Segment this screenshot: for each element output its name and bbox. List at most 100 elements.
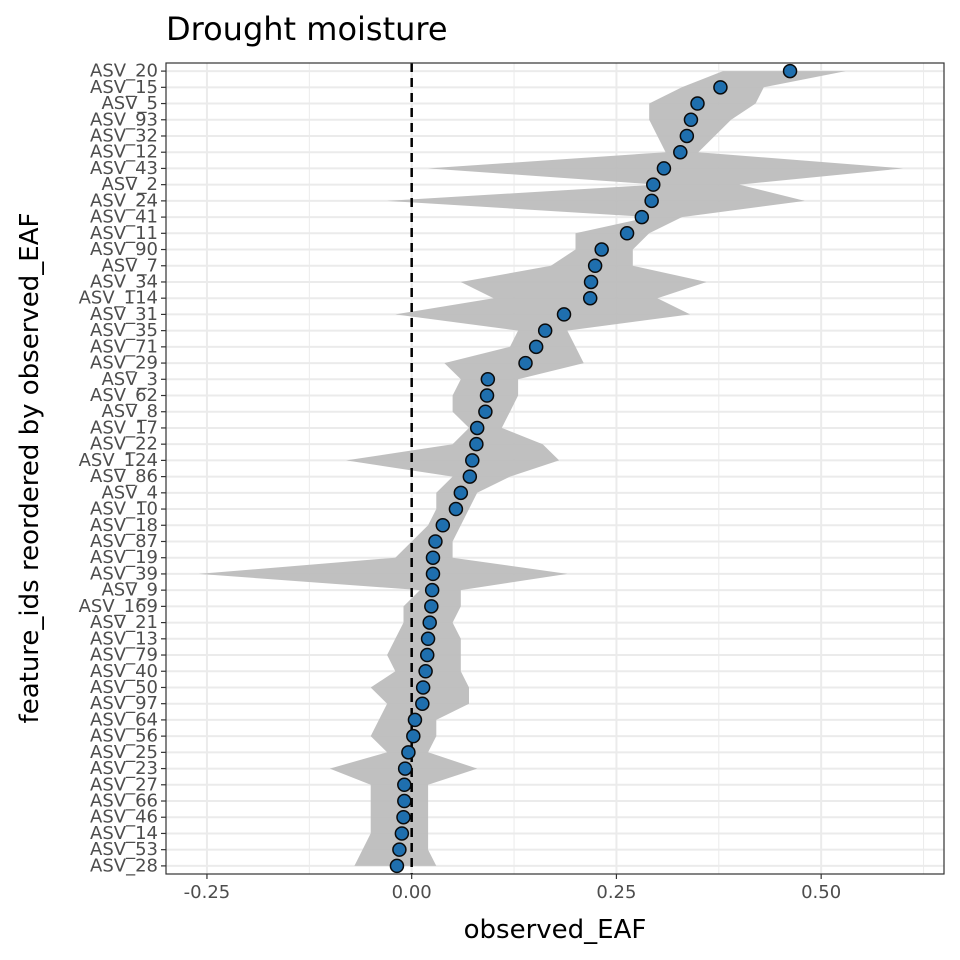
y-tick-label: ASV_15 <box>90 77 158 98</box>
data-point <box>401 745 416 760</box>
y-tick-label: ASV_124 <box>79 450 158 471</box>
data-point <box>422 615 437 630</box>
data-point <box>782 63 798 79</box>
data-point <box>406 728 421 744</box>
data-point <box>469 436 484 452</box>
y-tick-label: ASV_14 <box>90 823 158 844</box>
y-tick-label: ASV_9 <box>101 580 158 601</box>
y-tick-label: ASV_23 <box>90 758 158 779</box>
y-tick-label: ASV_17 <box>90 417 158 438</box>
data-point <box>480 372 496 387</box>
data-point <box>556 307 572 322</box>
data-point <box>683 112 699 128</box>
y-tick-label: ASV_25 <box>90 742 158 763</box>
data-point <box>396 809 411 825</box>
data-point <box>424 599 439 614</box>
y-tick-label: ASV_90 <box>90 239 158 260</box>
y-tick-label: ASV_32 <box>90 125 158 146</box>
y-tick-label: ASV_12 <box>90 142 158 163</box>
y-tick-label: ASV_27 <box>90 774 158 795</box>
y-tick-label: ASV_11 <box>90 223 158 244</box>
y-tick-label: ASV_71 <box>90 336 158 357</box>
data-point <box>448 501 464 517</box>
data-point <box>397 793 412 809</box>
y-tick-label: ASV_50 <box>90 677 158 698</box>
data-point <box>397 761 413 776</box>
data-point <box>418 664 433 679</box>
y-tick-label: ASV_31 <box>90 304 158 325</box>
data-point <box>453 485 469 501</box>
y-tick-label: ASV_46 <box>90 807 158 828</box>
data-point <box>537 323 553 338</box>
y-tick-label: ASV_29 <box>90 353 158 374</box>
y-tick-label: ASV_53 <box>90 839 158 860</box>
y-tick-label: ASV_40 <box>90 661 158 682</box>
y-tick-label: ASV_2 <box>101 174 158 195</box>
data-point <box>518 355 533 371</box>
data-point <box>407 712 423 728</box>
data-point <box>646 177 661 192</box>
data-point <box>582 290 598 306</box>
y-tick-label: ASV_66 <box>90 791 158 812</box>
y-tick-label: ASV_97 <box>90 693 158 714</box>
data-point <box>419 647 435 663</box>
data-point <box>469 420 485 436</box>
y-tick-label: ASV_22 <box>90 434 158 455</box>
x-axis-title: observed_EAF <box>464 915 647 945</box>
data-point <box>713 80 728 95</box>
y-tick-label: ASV_24 <box>90 190 158 211</box>
data-point <box>656 161 672 176</box>
y-tick-label: ASV_43 <box>90 158 158 179</box>
x-tick-label: 0.00 <box>392 882 432 903</box>
data-point <box>428 534 443 549</box>
y-tick-label: ASV_34 <box>90 271 158 292</box>
y-tick-label: ASV_86 <box>90 466 158 487</box>
data-point <box>394 826 410 841</box>
data-point <box>619 226 635 241</box>
data-point <box>389 858 405 874</box>
y-tick-label: ASV_62 <box>90 385 158 406</box>
y-tick-label: ASV_13 <box>90 628 158 649</box>
y-tick-label: ASV_56 <box>90 726 158 747</box>
data-point <box>425 550 441 565</box>
y-tick-label: ASV_39 <box>90 563 158 584</box>
data-point <box>397 777 412 793</box>
y-tick-label: ASV_19 <box>90 547 158 568</box>
y-tick-label: ASV_114 <box>79 288 158 309</box>
y-tick-label: ASV_28 <box>90 855 158 876</box>
data-point <box>415 696 430 711</box>
data-point <box>424 582 440 598</box>
data-point <box>435 518 451 533</box>
y-tick-label: ASV_20 <box>90 61 158 82</box>
point-layer <box>389 63 798 874</box>
x-axis-tick-labels: -0.25 0.00 0.25 0.50 <box>184 874 841 903</box>
y-tick-label: ASV_10 <box>90 499 158 520</box>
panel-border <box>165 62 945 875</box>
x-tick-label: 0.25 <box>596 882 636 903</box>
data-point <box>673 144 688 160</box>
data-point <box>392 842 407 857</box>
data-point <box>690 96 705 111</box>
data-point <box>462 469 478 484</box>
y-tick-label: ASV_7 <box>101 255 158 276</box>
data-point <box>587 258 603 273</box>
y-tick-label: ASV_169 <box>79 596 158 617</box>
y-tick-label: ASV_87 <box>90 531 158 552</box>
y-tick-label: ASV_21 <box>90 612 158 633</box>
data-point <box>420 631 436 647</box>
y-tick-label: ASV_8 <box>101 401 158 422</box>
x-tick-label: 0.50 <box>801 882 841 903</box>
y-tick-label: ASV_41 <box>90 207 158 228</box>
y-tick-label: ASV_35 <box>90 320 158 341</box>
data-point <box>679 128 695 144</box>
y-tick-label: ASV_18 <box>90 515 158 536</box>
data-point <box>644 193 659 209</box>
y-tick-label: ASV_3 <box>101 369 158 390</box>
data-point <box>415 680 431 695</box>
y-tick-label: ASV_79 <box>90 645 158 666</box>
data-point <box>528 339 544 355</box>
y-axis-tick-labels: ASV_20ASV_15ASV_5ASV_93ASV_32ASV_12ASV_4… <box>79 61 166 876</box>
data-point <box>478 404 493 419</box>
data-point <box>583 274 599 290</box>
